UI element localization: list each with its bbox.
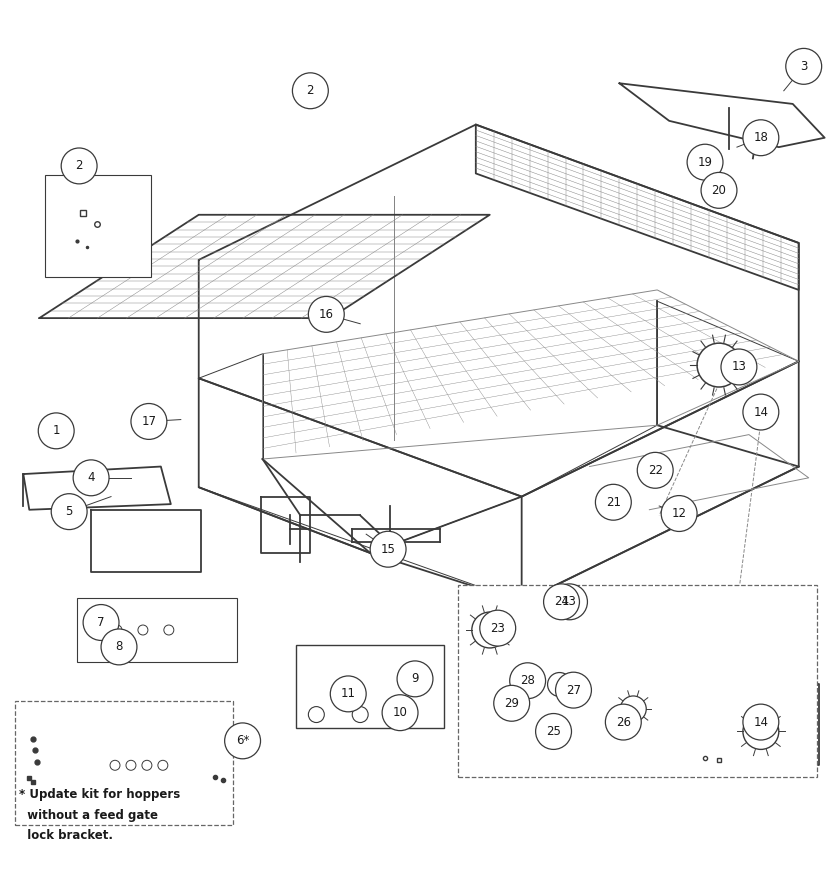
Text: 9: 9 xyxy=(410,672,418,686)
Text: 19: 19 xyxy=(696,155,711,169)
Text: 21: 21 xyxy=(605,496,620,509)
Text: 18: 18 xyxy=(752,131,767,144)
Text: 7: 7 xyxy=(97,616,104,629)
Circle shape xyxy=(224,723,260,759)
Text: 16: 16 xyxy=(319,308,334,321)
Circle shape xyxy=(382,694,417,731)
Circle shape xyxy=(472,612,507,648)
FancyBboxPatch shape xyxy=(45,175,150,277)
Text: 25: 25 xyxy=(545,725,560,738)
Text: 13: 13 xyxy=(731,361,746,374)
Circle shape xyxy=(619,696,645,722)
Text: 13: 13 xyxy=(562,595,576,608)
Circle shape xyxy=(535,714,571,749)
Text: 6*: 6* xyxy=(236,734,249,748)
Text: 29: 29 xyxy=(503,697,518,710)
Text: 22: 22 xyxy=(647,464,662,477)
Circle shape xyxy=(555,672,591,708)
Text: 1: 1 xyxy=(53,424,60,438)
FancyBboxPatch shape xyxy=(77,599,237,662)
Circle shape xyxy=(785,49,821,84)
Circle shape xyxy=(51,494,87,529)
Circle shape xyxy=(742,394,777,430)
Text: 2: 2 xyxy=(306,84,314,98)
Circle shape xyxy=(696,343,740,387)
Circle shape xyxy=(594,484,630,520)
Text: 24: 24 xyxy=(553,595,568,608)
Circle shape xyxy=(83,605,119,640)
Text: 10: 10 xyxy=(392,706,407,719)
Text: 15: 15 xyxy=(380,543,395,556)
Text: 14: 14 xyxy=(752,406,767,418)
Text: 12: 12 xyxy=(670,507,686,520)
FancyBboxPatch shape xyxy=(15,702,232,826)
FancyBboxPatch shape xyxy=(457,585,816,777)
Text: 20: 20 xyxy=(711,184,726,197)
Circle shape xyxy=(742,704,777,740)
Text: 8: 8 xyxy=(115,640,123,654)
Text: 23: 23 xyxy=(490,622,505,635)
Text: 4: 4 xyxy=(87,472,94,484)
Text: 2: 2 xyxy=(75,160,83,172)
Text: 3: 3 xyxy=(799,59,807,73)
Text: 11: 11 xyxy=(340,687,355,701)
Circle shape xyxy=(308,297,344,332)
Circle shape xyxy=(742,714,777,749)
Text: 17: 17 xyxy=(141,415,156,428)
Text: 27: 27 xyxy=(565,684,580,696)
Circle shape xyxy=(742,120,777,155)
Circle shape xyxy=(686,144,722,180)
Circle shape xyxy=(547,672,571,696)
Text: 14: 14 xyxy=(752,716,767,728)
Circle shape xyxy=(101,629,137,665)
Circle shape xyxy=(370,531,405,567)
Circle shape xyxy=(292,73,328,108)
Circle shape xyxy=(38,413,74,448)
Circle shape xyxy=(509,662,545,699)
Circle shape xyxy=(493,686,529,721)
Circle shape xyxy=(636,452,672,488)
FancyBboxPatch shape xyxy=(296,645,443,727)
Text: 26: 26 xyxy=(615,716,630,728)
Circle shape xyxy=(604,704,640,740)
Circle shape xyxy=(73,460,109,496)
Circle shape xyxy=(660,496,696,531)
Circle shape xyxy=(543,584,579,620)
Circle shape xyxy=(720,349,756,385)
Circle shape xyxy=(330,676,365,712)
Text: 28: 28 xyxy=(520,674,534,687)
Circle shape xyxy=(551,584,587,620)
Text: * Update kit for hoppers: * Update kit for hoppers xyxy=(19,788,181,801)
Circle shape xyxy=(61,148,97,184)
Text: lock bracket.: lock bracket. xyxy=(19,829,113,842)
Circle shape xyxy=(130,403,166,440)
Text: 5: 5 xyxy=(65,505,73,518)
Circle shape xyxy=(396,661,432,697)
Text: without a feed gate: without a feed gate xyxy=(19,808,158,821)
Circle shape xyxy=(479,610,515,646)
Circle shape xyxy=(701,172,736,209)
